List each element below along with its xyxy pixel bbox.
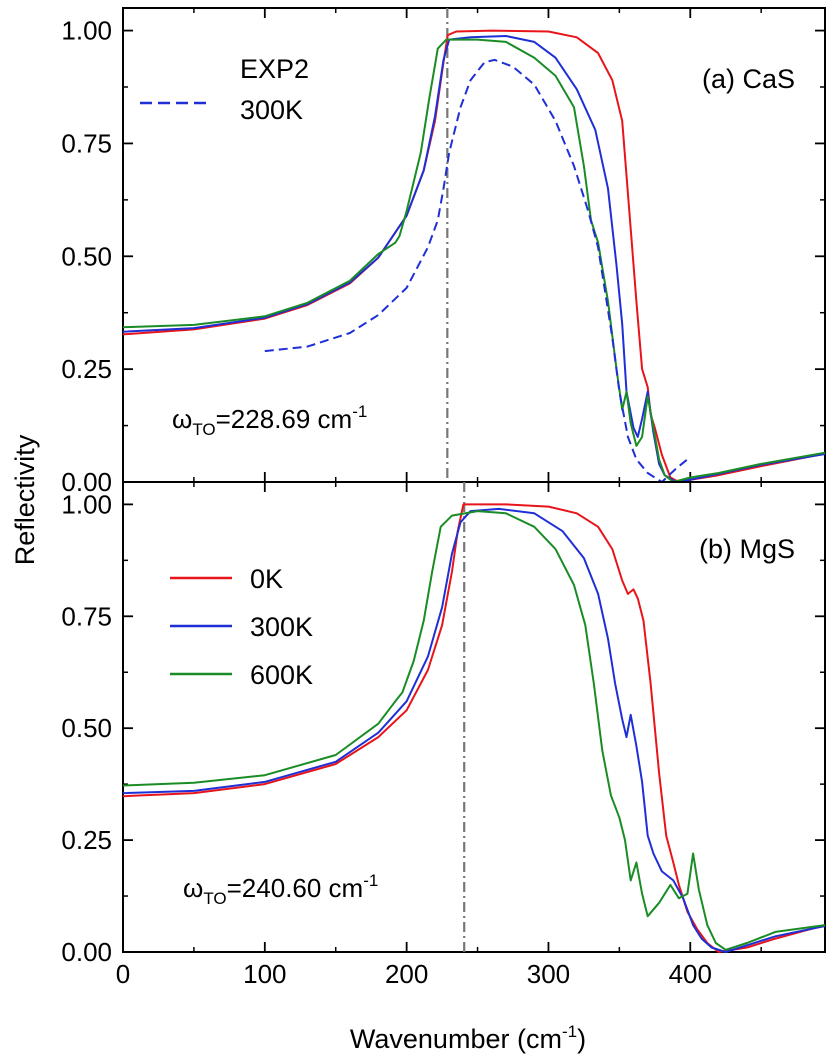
y-tick-label: 0.25	[61, 354, 112, 384]
x-axis-title-main: Wavenumber (cm	[350, 1024, 562, 1054]
y-tick-label: 0.00	[61, 937, 112, 967]
series-line-600k	[122, 38, 826, 483]
omega-to-annotation: ωTO=240.60 cm-1	[183, 871, 378, 908]
y-tick-label: 0.00	[61, 467, 112, 497]
legend-label-line1: EXP2	[240, 54, 309, 84]
x-tick-label: 100	[243, 959, 286, 989]
omega-to-annotation: ωTO=228.69 cm-1	[172, 402, 367, 439]
annotation-sup: -1	[363, 871, 378, 890]
annotation-omega: ω	[183, 873, 203, 903]
x-tick-label: 300	[527, 959, 570, 989]
y-tick-label: 1.00	[61, 489, 112, 519]
series-line-600k	[122, 510, 826, 951]
x-tick-label: 400	[669, 959, 712, 989]
legend-label-line2: 300K	[240, 95, 303, 125]
series-line-exp2	[264, 58, 689, 483]
y-axis-title: Reflectivity	[10, 434, 40, 565]
annotation-omega: ω	[172, 404, 192, 434]
annotation-sup: -1	[352, 402, 367, 421]
y-tick-label: 0.25	[61, 825, 112, 855]
annotation-sub: TO	[192, 420, 215, 439]
annotation-value: =240.60 cm	[227, 873, 364, 903]
y-tick-label: 1.00	[61, 16, 112, 46]
legend-label-600k: 600K	[250, 660, 313, 690]
panel-label: (a) CaS	[702, 64, 795, 94]
legend-label-0k: 0K	[250, 564, 283, 594]
y-tick-label: 0.50	[61, 241, 112, 271]
plot-frame	[122, 481, 826, 953]
x-axis-title: Wavenumber (cm-1)	[350, 1022, 586, 1054]
y-tick-label: 0.75	[61, 128, 112, 158]
annotation-sub: TO	[203, 889, 226, 908]
panel-label: (b) MgS	[699, 534, 795, 564]
legend: 0K 300K 600K	[170, 564, 313, 690]
panel-a: 0.00 0.25 0.50 0.75 1.00 (a) CaS ωTO=228.69 cm…	[61, 7, 826, 497]
x-axis-title-sup: -1	[562, 1022, 577, 1041]
series-line-0k	[122, 503, 826, 953]
x-tick-label: 200	[385, 959, 428, 989]
legend-label-300k: 300K	[250, 612, 313, 642]
annotation-value: =228.69 cm	[216, 404, 353, 434]
series-line-300k	[122, 507, 826, 953]
panel-b: 0.00 0.25 0.50 0.75 1.00 0 100 200 300 400 (b) MgS…	[61, 481, 826, 989]
y-tick-label: 0.50	[61, 713, 112, 743]
x-tick-label: 0	[116, 959, 130, 989]
x-axis-title-end: )	[577, 1024, 586, 1054]
legend: EXP2 300K	[140, 54, 309, 125]
y-tick-label: 0.75	[61, 601, 112, 631]
